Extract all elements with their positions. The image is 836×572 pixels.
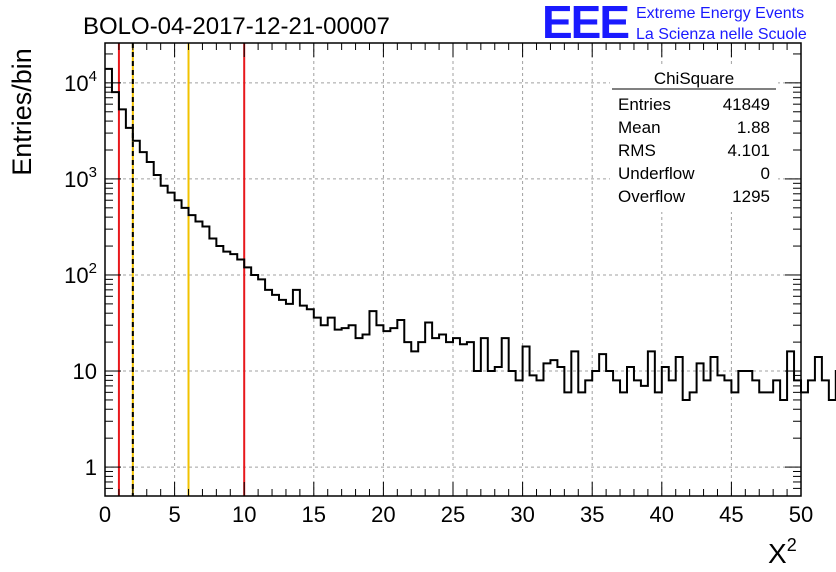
stats-rows: Entries 41849 Mean 1.88 RMS 4.101 Underflow 0 Ov…	[618, 95, 770, 206]
stats-row-label: Overflow	[618, 187, 686, 206]
logo-line-2: La Scienza nelle Scuole	[636, 26, 807, 43]
x-tick-label: 25	[441, 502, 465, 527]
eee-logo: EEE Extreme Energy Events La Scienza nel…	[542, 0, 807, 48]
stats-box: ChiSquare Entries 41849 Mean 1.88 RMS 4.101 Un…	[610, 66, 778, 212]
y-tick-label: 10	[73, 359, 97, 384]
x-tick-label: 10	[232, 502, 256, 527]
x-axis-label: X2	[768, 535, 797, 569]
eee-logo-mark: EEE	[542, 0, 628, 48]
y-axis-label: Entries/bin	[7, 48, 37, 176]
y-tick-label: 102	[64, 260, 97, 288]
x-axis-ticks: 0 5 10 15 20 25 30 35 40 45 50	[99, 43, 813, 527]
x-tick-label: 45	[719, 502, 743, 527]
stats-row-value: 1.88	[737, 118, 770, 137]
x-tick-label: 30	[510, 502, 534, 527]
chart-title: BOLO-04-2017-12-21-00007	[83, 13, 390, 40]
histogram-series	[105, 67, 836, 401]
x-tick-label: 0	[99, 502, 111, 527]
y-tick-label: 1	[85, 455, 97, 480]
stats-box-title: ChiSquare	[654, 69, 734, 88]
x-tick-label: 5	[168, 502, 180, 527]
y-tick-label: 104	[64, 68, 97, 96]
x-tick-label: 35	[580, 502, 604, 527]
y-axis-ticks: 1 10 102 103 104	[64, 53, 801, 497]
stats-row-value: 1295	[732, 187, 770, 206]
logo-line-1: Extreme Energy Events	[636, 5, 804, 22]
stats-row-value: 0	[761, 164, 770, 183]
x-tick-label: 40	[650, 502, 674, 527]
stats-row-label: Entries	[618, 95, 671, 114]
stats-row-label: Mean	[618, 118, 661, 137]
y-tick-label: 103	[64, 164, 97, 192]
marker-lines	[117, 43, 246, 496]
x-tick-label: 20	[371, 502, 395, 527]
stats-row-value: 41849	[723, 95, 770, 114]
stats-row-label: RMS	[618, 141, 656, 160]
x-tick-label: 50	[789, 502, 813, 527]
grid-lines	[105, 43, 801, 496]
histogram-line	[105, 67, 836, 401]
stats-row-value: 4.101	[727, 141, 770, 160]
stats-row-label: Underflow	[618, 164, 695, 183]
x-tick-label: 15	[302, 502, 326, 527]
stats-box-background	[610, 66, 778, 212]
